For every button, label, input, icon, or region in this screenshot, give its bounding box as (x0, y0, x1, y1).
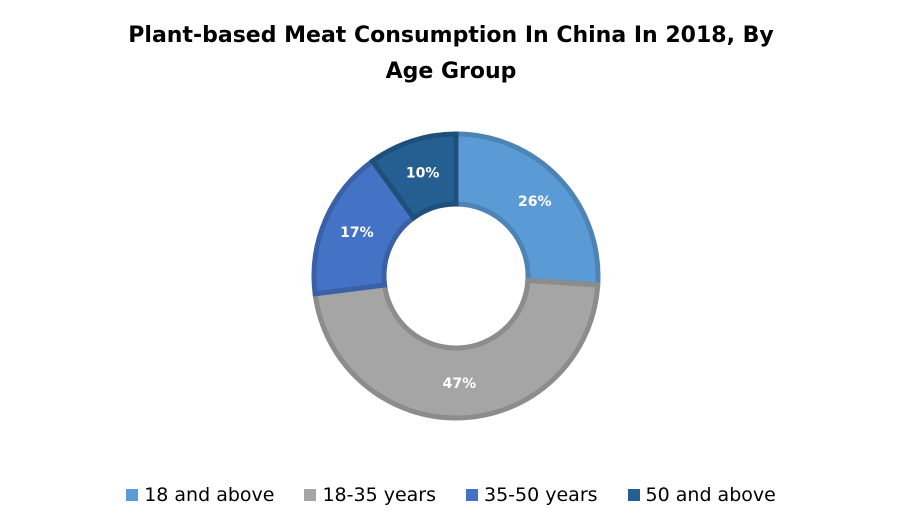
legend-label: 18-35 years (322, 484, 436, 506)
legend-item-35-50-years: 35-50 years (466, 484, 598, 506)
slice-data-label: 47% (443, 376, 477, 392)
slice-data-label: 17% (340, 225, 374, 241)
legend-swatch (304, 489, 317, 501)
donut-slice-50-and-above (369, 131, 459, 222)
legend-label: 18 and above (144, 484, 275, 506)
chart-title: Plant-based Meat Consumption In China In… (0, 18, 902, 90)
legend-label: 35-50 years (484, 484, 598, 506)
legend-swatch (126, 489, 139, 501)
slice-data-label: 26% (518, 194, 552, 210)
legend-label: 50 and above (645, 484, 776, 506)
donut-slice-35-50-years (311, 157, 418, 297)
legend-item-18-35-years: 18-35 years (304, 484, 436, 506)
legend-swatch (466, 489, 478, 501)
chart-title-line-2: Age Group (385, 59, 517, 84)
legend-item-18-and-above: 18 and above (126, 484, 274, 506)
legend-swatch (627, 489, 640, 501)
slice-data-label: 10% (406, 165, 440, 181)
chart-title-line-1: Plant-based Meat Consumption In China In… (128, 23, 774, 48)
donut-slice-18-35-years (312, 277, 601, 421)
chart-legend: 18 and above 18-35 years 35-50 years 50 … (0, 484, 902, 506)
donut-slice-18-and-above (453, 131, 601, 288)
legend-item-50-and-above: 50 and above (627, 484, 776, 506)
